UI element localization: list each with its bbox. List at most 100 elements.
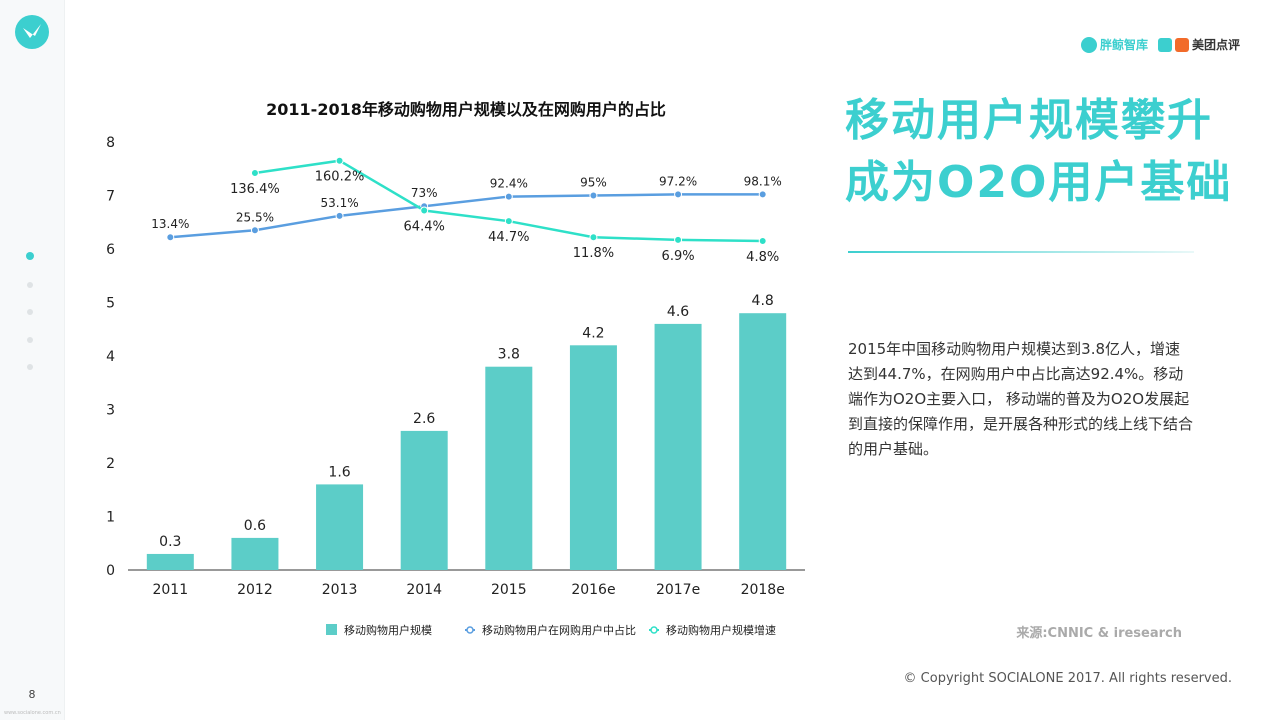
line-value-label: 4.8% [746, 250, 779, 265]
chart: 2011-2018年移动购物用户规模以及在网购用户的占比 0 1 2 3 4 5 6 7 8 0… [106, 100, 805, 637]
legend-label: 移动购物用户在网购用户中占比 [482, 623, 636, 637]
dianping-icon [1174, 37, 1189, 52]
page-number: 8 [28, 688, 36, 701]
socialone-logo-icon [15, 15, 49, 49]
series-line [170, 193, 763, 239]
headline-line1: 移动用户规模攀升 [845, 95, 1213, 146]
brand-meituan-label: 美团点评 [1191, 38, 1240, 52]
bar [739, 313, 787, 570]
y-tick-label: 2 [106, 456, 115, 472]
bar [569, 345, 617, 570]
y-tick-label: 8 [106, 135, 115, 151]
line-point [589, 191, 598, 200]
line-point [250, 226, 259, 235]
x-tick-label: 2018e [741, 582, 785, 598]
line-value-label: 98.1% [744, 174, 782, 188]
page-dot-active[interactable] [26, 252, 34, 260]
bar-value-label: 4.2 [582, 325, 604, 341]
bar-value-label: 4.8 [752, 293, 774, 309]
line-value-label: 95% [580, 176, 607, 190]
bar-value-label: 0.6 [244, 518, 266, 534]
line-value-label: 160.2% [315, 170, 365, 185]
line-value-label: 44.7% [488, 230, 529, 245]
meituan-icon [1157, 37, 1172, 52]
bar [485, 366, 533, 570]
line-value-label: 53.1% [321, 196, 359, 210]
line-value-label: 25.5% [236, 210, 274, 224]
line-point [335, 211, 344, 220]
x-tick-label: 2017e [656, 582, 700, 598]
divider [848, 251, 1194, 253]
bar-value-label: 4.6 [667, 304, 689, 320]
x-axis: 2011 2012 2013 2014 2015 2016e 2017e 2018e [152, 582, 784, 598]
whale-icon [1080, 36, 1097, 53]
line-point [166, 233, 175, 242]
y-tick-label: 4 [106, 349, 115, 365]
x-tick-label: 2016e [571, 582, 615, 598]
side-url: www.socialone.com.cn [4, 710, 61, 716]
line-point [758, 190, 767, 199]
line-value-label: 6.9% [662, 249, 695, 264]
bar-value-label: 0.3 [159, 534, 181, 550]
line-point [758, 236, 767, 245]
line-point [674, 235, 683, 244]
brand-logos: 胖鲸智库 美团点评 [1080, 36, 1240, 53]
chart-title: 2011-2018年移动购物用户规模以及在网购用户的占比 [266, 100, 666, 119]
lines: 13.4% 25.5% 53.1% 73% 92.4% 95% 97.2% 98.1% 136.… [151, 156, 782, 265]
x-tick-label: 2011 [152, 582, 188, 598]
line-value-label: 73% [411, 186, 438, 200]
x-tick-label: 2013 [322, 582, 358, 598]
brand-meituan: 美团点评 [1157, 36, 1240, 53]
bar [400, 430, 448, 570]
legend: 移动购物用户规模 移动购物用户在网购用户中占比 移动购物用户规模增速 [326, 623, 776, 637]
y-tick-label: 5 [106, 296, 115, 312]
brand-pangjing-label: 胖鲸智库 [1099, 38, 1148, 52]
x-tick-label: 2015 [491, 582, 527, 598]
y-tick-label: 3 [106, 403, 115, 419]
bar [146, 553, 194, 570]
line-value-label: 13.4% [151, 217, 189, 231]
page-dot[interactable] [27, 281, 33, 288]
bar [231, 537, 279, 570]
y-tick-label: 6 [106, 242, 115, 258]
body-text: 2015年中国移动购物用户规模达到3.8亿人，增速达到44.7%，在网购用户中占… [848, 340, 1194, 458]
legend-marker [466, 626, 474, 634]
legend-swatch [326, 624, 337, 635]
line-value-label: 136.4% [230, 182, 280, 197]
page-dot[interactable] [27, 336, 33, 343]
line-point [589, 233, 598, 242]
line-point [250, 169, 259, 178]
line-point [504, 217, 513, 226]
line-point [674, 190, 683, 199]
source-note: 来源:CNNIC & iresearch [1016, 626, 1182, 641]
line-value-label: 97.2% [659, 174, 697, 188]
page-indicator [26, 252, 34, 392]
y-tick-label: 7 [106, 189, 115, 205]
page-dot[interactable] [27, 309, 33, 315]
headline: 移动用户规模攀升 成为O2O用户基础 [845, 90, 1245, 214]
line-value-label: 92.4% [490, 177, 528, 191]
bar-value-label: 2.6 [413, 411, 435, 427]
bar-value-label: 1.6 [328, 464, 350, 480]
bar [654, 323, 702, 570]
legend-marker [650, 626, 658, 634]
copyright: © Copyright SOCIALONE 2017. All rights r… [903, 671, 1232, 686]
line-value-label: 64.4% [404, 219, 445, 234]
x-tick-label: 2012 [237, 582, 273, 598]
page-dot[interactable] [27, 364, 33, 370]
bars: 0.3 0.6 1.6 2.6 3.8 4.2 4.6 4.8 [146, 293, 787, 570]
legend-label: 移动购物用户规模 [344, 623, 432, 637]
bar-value-label: 3.8 [498, 347, 520, 363]
x-tick-label: 2014 [406, 582, 442, 598]
y-axis: 0 1 2 3 4 5 6 7 8 [106, 135, 115, 579]
y-tick-label: 1 [106, 510, 115, 526]
line-value-label: 11.8% [573, 246, 614, 261]
legend-label: 移动购物用户规模增速 [666, 623, 776, 637]
bar [316, 484, 364, 570]
sidebar: 8 www.socialone.com.cn [0, 0, 65, 720]
y-tick-label: 0 [106, 563, 115, 579]
line-point [504, 192, 513, 201]
headline-line2: 成为O2O用户基础 [845, 157, 1233, 208]
brand-pangjing: 胖鲸智库 [1080, 36, 1148, 53]
line-point [420, 206, 429, 215]
